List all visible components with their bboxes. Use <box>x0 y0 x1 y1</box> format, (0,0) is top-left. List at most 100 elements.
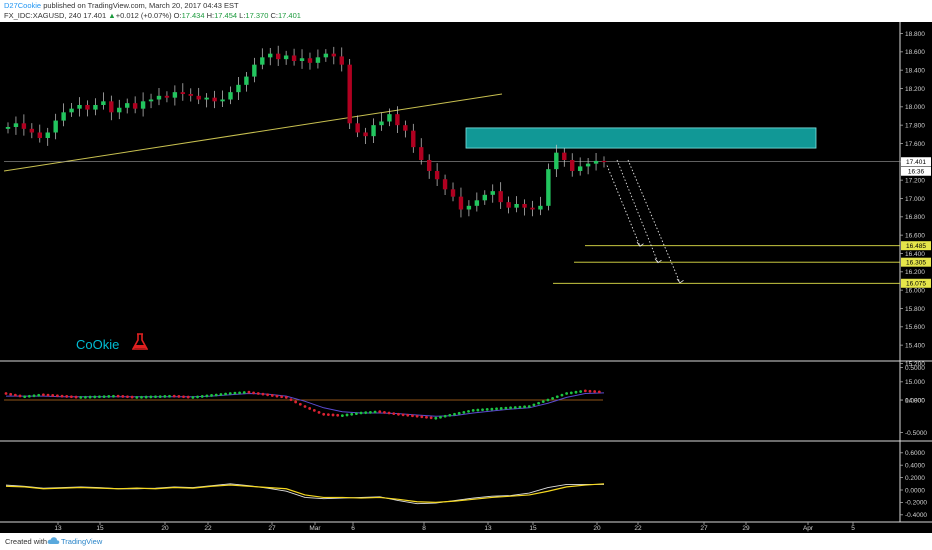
osc1-dot <box>401 413 405 417</box>
candle-body <box>570 159 575 171</box>
osc1-dot <box>392 412 396 416</box>
osc1-dot <box>593 390 597 393</box>
candle-body <box>395 114 400 126</box>
last-price-tag <box>901 157 931 167</box>
candle-body <box>554 152 559 170</box>
osc1-dot <box>200 395 204 398</box>
candle-body <box>252 64 257 77</box>
price-tick-label: 16.400 <box>905 251 925 258</box>
footer: Created with TradingView <box>0 533 932 550</box>
osc1-dot <box>79 396 83 399</box>
osc1-dot <box>37 393 41 397</box>
chart-header: D27Cookie published on TradingView.com, … <box>0 0 932 22</box>
osc1-dot <box>46 393 50 397</box>
countdown-tag-label: 16:36 <box>908 169 925 176</box>
target-level-tag <box>901 257 931 267</box>
candle-body <box>45 132 50 138</box>
osc2-tick-label: -0.4000 <box>905 512 927 519</box>
candle-body <box>355 123 360 133</box>
time-tick-label: 5 <box>851 525 855 532</box>
price-tick-label: 15.200 <box>905 361 925 368</box>
osc1-dot <box>481 408 484 412</box>
osc1-dot <box>65 395 69 398</box>
time-tick-label: 8 <box>422 525 426 532</box>
last-price: 17.401 <box>83 11 107 20</box>
price-tick-label: 18.000 <box>905 104 925 111</box>
price-tick-label: 17.800 <box>905 122 925 129</box>
osc1-dot <box>228 392 232 395</box>
candle-body <box>117 107 122 113</box>
osc1-dot <box>322 412 326 416</box>
osc1-dot <box>457 411 461 415</box>
projection-arrow <box>627 159 681 283</box>
osc2-tick-label: 0.0000 <box>905 487 925 494</box>
osc2-tick-label: 0.6000 <box>905 450 925 457</box>
candle-body <box>244 76 249 85</box>
time-tick-label: 22 <box>204 525 212 532</box>
candle-body <box>371 125 376 137</box>
candle-body <box>577 166 583 171</box>
osc1-dot <box>116 394 120 398</box>
osc1-dot <box>191 396 195 399</box>
target-level-label: 16.485 <box>906 243 926 250</box>
candle-body <box>228 92 233 100</box>
osc1-dot <box>210 394 213 397</box>
osc1-dot <box>266 393 270 397</box>
osc1-dot <box>88 395 92 399</box>
osc1-dot <box>569 391 573 395</box>
osc1-dot <box>434 416 438 420</box>
last-price-tag-label: 17.401 <box>906 159 926 166</box>
osc1-dot <box>93 395 97 399</box>
time-tick-label: 22 <box>634 525 642 532</box>
osc1-dot <box>172 394 176 398</box>
price-tick-label: 18.800 <box>905 31 925 38</box>
tradingview-brand[interactable]: TradingView <box>61 537 103 546</box>
time-tick-label: 13 <box>484 525 492 532</box>
candle-body <box>156 95 162 100</box>
target-level-label: 16.305 <box>906 259 926 266</box>
osc1-dot <box>397 412 400 416</box>
osc1-dot <box>340 414 344 417</box>
candle-body <box>585 163 591 167</box>
osc1-dot <box>532 403 536 407</box>
price-tick-label: 17.200 <box>905 177 925 184</box>
osc1-dot <box>467 409 470 413</box>
projection-arrow <box>606 165 641 247</box>
candle-body <box>212 97 217 102</box>
candle-body <box>21 123 27 129</box>
candle-body <box>315 57 321 63</box>
osc1-dot <box>130 395 134 399</box>
osc2-tick-label: 0.2000 <box>905 475 925 482</box>
candle-body <box>275 53 281 60</box>
osc1-dot <box>462 410 466 414</box>
osc1-dot <box>219 393 223 396</box>
osc2-tick-label: 0.4000 <box>905 463 925 470</box>
price-tick-label: 18.200 <box>905 86 925 93</box>
osc1-dot <box>13 393 17 397</box>
candle-body <box>426 159 432 171</box>
osc1-dot <box>84 395 87 399</box>
chart-area[interactable]: 18.800 18.600 18.400 18.200 18.000 17.800 17.6… <box>0 22 932 533</box>
price-tick-label: 18.600 <box>905 49 925 56</box>
osc1-dot <box>597 390 601 394</box>
time-tick-label: 15 <box>529 525 537 532</box>
osc1-dot <box>60 394 64 398</box>
time-tick-label: 6 <box>351 525 355 532</box>
time-tick-label: 15 <box>96 525 104 532</box>
candle-body <box>601 160 607 163</box>
osc1-dot <box>261 392 265 396</box>
osc1-dot <box>294 400 298 404</box>
osc1-dot <box>411 414 414 418</box>
candle-body <box>260 57 265 65</box>
author-link[interactable]: D27Cookie <box>4 1 42 10</box>
osc1-dot <box>588 389 592 393</box>
osc1-dot <box>18 394 22 398</box>
candle-body <box>419 147 424 160</box>
candle-body <box>411 130 416 148</box>
osc1-dot <box>312 409 316 412</box>
osc1-dot <box>298 402 302 406</box>
osc1-dot <box>499 407 503 410</box>
candle-body <box>5 126 11 129</box>
osc1-dot <box>149 395 153 399</box>
candle-body <box>220 99 225 102</box>
